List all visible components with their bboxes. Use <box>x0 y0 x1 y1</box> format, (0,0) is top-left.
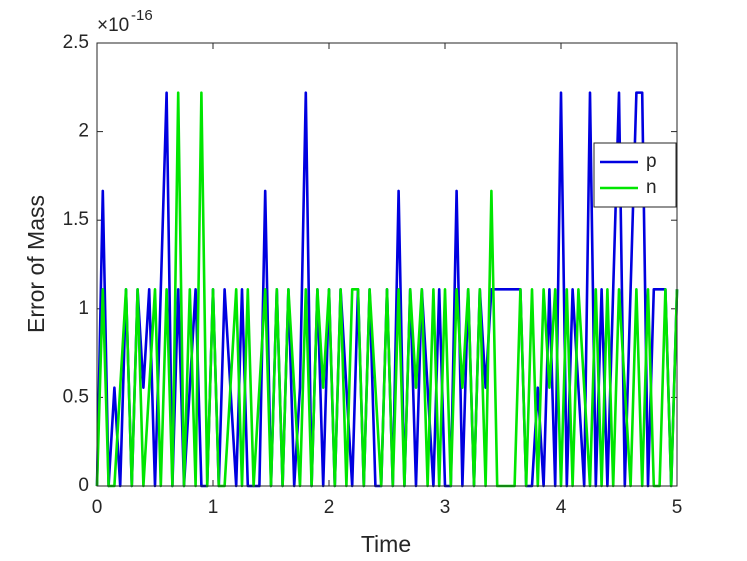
x-axis-label: Time <box>361 531 411 557</box>
y-multiplier-exponent: -16 <box>131 7 153 24</box>
x-tick-label: 5 <box>672 497 683 518</box>
legend-label: p <box>646 151 657 172</box>
x-tick-label: 0 <box>92 497 103 518</box>
x-tick-label: 1 <box>208 497 219 518</box>
y-tick-label: 0.5 <box>63 386 89 407</box>
y-tick-label: 1 <box>78 298 89 319</box>
x-tick-label: 3 <box>440 497 451 518</box>
axes-box <box>96 42 678 487</box>
y-axis-label: Error of Mass <box>23 195 49 333</box>
series-line <box>95 91 679 488</box>
y-tick-label: 2 <box>78 121 89 142</box>
legend-label: n <box>646 177 657 198</box>
legend-box <box>593 142 677 208</box>
x-tick-label: 2 <box>324 497 335 518</box>
y-multiplier: ×10 <box>97 15 129 36</box>
y-tick-label: 0 <box>78 475 89 496</box>
y-tick-label: 2.5 <box>63 32 89 53</box>
y-tick-label: 1.5 <box>63 209 89 230</box>
x-tick-label: 4 <box>556 497 567 518</box>
